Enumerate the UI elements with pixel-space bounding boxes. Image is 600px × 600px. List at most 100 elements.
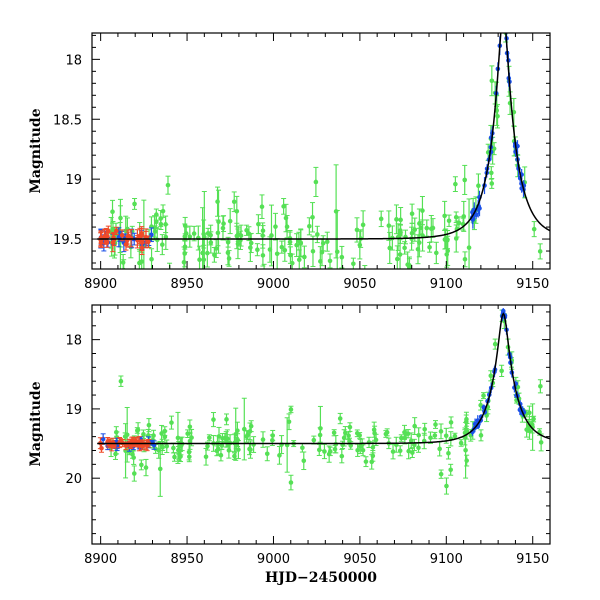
green-series: [108, 309, 544, 497]
x-tick-label: 9150: [516, 277, 549, 292]
data-point: [159, 424, 165, 443]
top-plot-frame: [91, 32, 551, 270]
data-point: [187, 225, 193, 248]
data-point: [334, 209, 340, 269]
data-point: [378, 210, 384, 228]
green-series: [108, 33, 543, 353]
data-point: [384, 428, 390, 437]
data-point: [288, 474, 294, 491]
data-point: [306, 217, 312, 236]
data-point: [424, 219, 430, 237]
data-point: [515, 380, 521, 394]
data-point: [537, 243, 543, 260]
data-point: [260, 222, 266, 249]
data-point: [160, 204, 166, 218]
data-point: [394, 245, 400, 269]
data-point: [131, 465, 137, 482]
data-point: [132, 197, 138, 210]
data-point: [333, 164, 339, 259]
data-point: [225, 240, 231, 266]
data-point: [290, 342, 295, 353]
data-point: [488, 166, 494, 180]
data-point: [218, 449, 224, 462]
data-point: [289, 253, 295, 269]
data-point: [203, 447, 209, 466]
data-point: [310, 202, 316, 233]
data-point: [281, 198, 287, 215]
data-point: [158, 210, 164, 227]
x-tick-label: 9000: [257, 277, 290, 292]
data-point: [204, 441, 210, 451]
data-point: [502, 9, 507, 17]
bottom-model-curve: [97, 312, 550, 445]
x-tick-label: 8950: [171, 277, 204, 292]
data-point: [427, 241, 433, 253]
x-tick-label: 8900: [84, 277, 117, 292]
data-point: [422, 422, 428, 436]
bottom-ticks: [92, 305, 550, 544]
data-point: [362, 265, 368, 269]
data-point: [294, 233, 300, 258]
data-point: [462, 164, 468, 195]
data-point: [432, 420, 438, 429]
data-point: [397, 223, 403, 244]
data-point: [110, 199, 116, 224]
data-point: [139, 226, 145, 241]
data-point: [221, 215, 227, 232]
x-tick-label: 8950: [171, 552, 204, 567]
data-point: [264, 446, 270, 462]
data-point: [446, 214, 452, 227]
data-point: [475, 173, 481, 198]
data-point: [481, 392, 487, 400]
data-point: [287, 229, 293, 255]
data-point: [274, 238, 280, 269]
top-data-points: [98, 9, 543, 353]
data-point: [420, 219, 426, 252]
data-point: [144, 439, 150, 452]
data-point: [453, 211, 459, 224]
data-point: [208, 231, 214, 254]
bottom-panel: 8900 8950 9000 9050 9100 9150 18 19 20 Magnitud…: [28, 304, 551, 586]
data-point: [433, 241, 439, 265]
data-point: [158, 268, 164, 269]
data-point: [248, 232, 254, 254]
data-point: [153, 208, 159, 221]
data-point: [442, 200, 448, 231]
data-point: [231, 191, 237, 213]
data-point: [452, 176, 458, 193]
data-point: [360, 210, 366, 240]
data-point: [437, 441, 443, 457]
top-panel: 8900 8950 9000 9050 9100 9150 18 18.5 19 19.5 Ma…: [28, 9, 551, 353]
bottom-x-tick-labels: 8900 8950 9000 9050 9100 9150: [84, 552, 549, 567]
y-tick-label: 18.5: [53, 113, 82, 128]
data-point: [366, 436, 372, 448]
data-point: [337, 412, 343, 425]
data-point: [332, 444, 338, 454]
data-point: [206, 434, 212, 442]
data-point: [390, 443, 396, 460]
y-tick-label: 19.5: [53, 233, 82, 248]
data-point: [182, 240, 188, 253]
data-point: [138, 459, 144, 471]
x-tick-label: 9100: [430, 552, 463, 567]
data-point: [387, 231, 393, 264]
data-point: [187, 432, 193, 450]
data-point: [438, 423, 444, 440]
data-point: [416, 427, 422, 444]
data-point: [412, 417, 418, 436]
data-point: [347, 422, 353, 432]
bottom-y-tick-labels: 18 19 20: [65, 334, 82, 488]
y-tick-label: 19: [65, 403, 82, 418]
data-point: [185, 429, 191, 438]
data-point: [363, 456, 369, 468]
top-x-tick-labels: 8900 8950 9000 9050 9100 9150: [84, 277, 549, 292]
data-point: [210, 412, 216, 428]
data-point: [224, 413, 230, 426]
data-point: [276, 445, 282, 465]
data-point: [350, 257, 356, 269]
data-point: [354, 217, 360, 243]
y-tick-label: 19: [65, 173, 82, 188]
data-point: [201, 219, 207, 249]
data-point: [357, 230, 363, 260]
